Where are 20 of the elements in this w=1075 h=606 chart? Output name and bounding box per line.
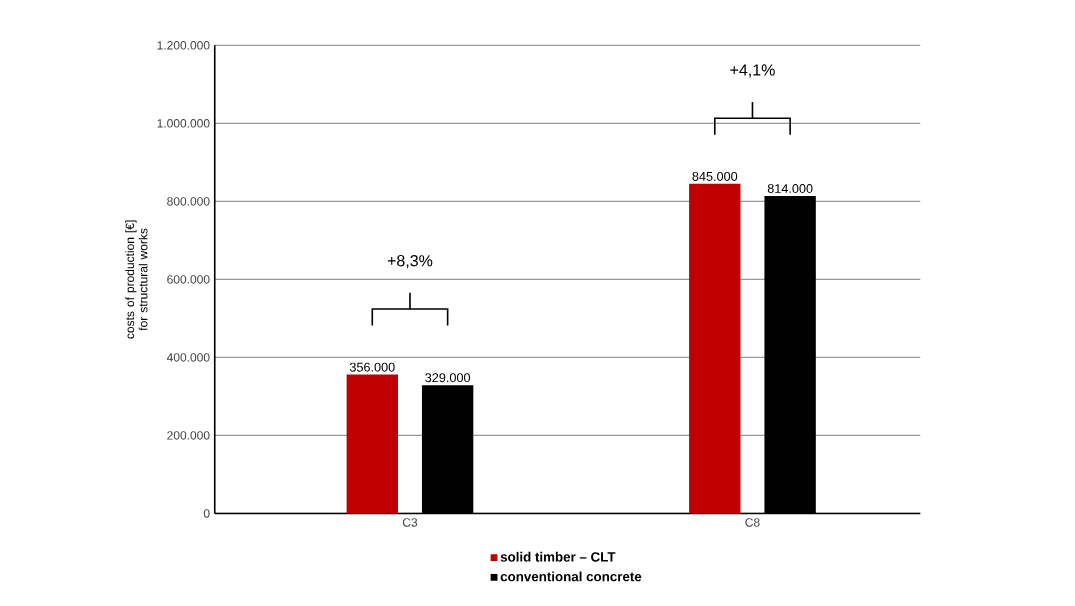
- bar: [689, 184, 741, 514]
- y-tick-label: 1.200.000: [157, 41, 210, 50]
- annotation: +8,3%: [387, 255, 433, 269]
- y-tick-label: 800.000: [167, 197, 210, 206]
- y-tick-label: 200.000: [167, 431, 210, 440]
- y-tick-label: 0: [203, 509, 210, 518]
- x-tick-label: C3: [402, 518, 418, 527]
- y-tick-label: 400.000: [166, 353, 210, 362]
- x-tick-label: C8: [745, 518, 760, 527]
- y-axis-title: costs of production [€] for structural works: [125, 220, 148, 339]
- y-tick-label: 600.000: [167, 275, 210, 284]
- legend-label: solid timber – CLT: [500, 552, 616, 562]
- bar: [346, 374, 398, 514]
- data-label: 845.000: [692, 172, 738, 182]
- data-label: 329.000: [425, 373, 471, 383]
- annotation: +4,1%: [730, 64, 775, 78]
- y-tick-label: 1.000.000: [157, 119, 210, 128]
- data-label: 356.000: [349, 362, 395, 372]
- data-label: 814.000: [767, 184, 813, 194]
- legend-label: conventional concrete: [500, 571, 642, 582]
